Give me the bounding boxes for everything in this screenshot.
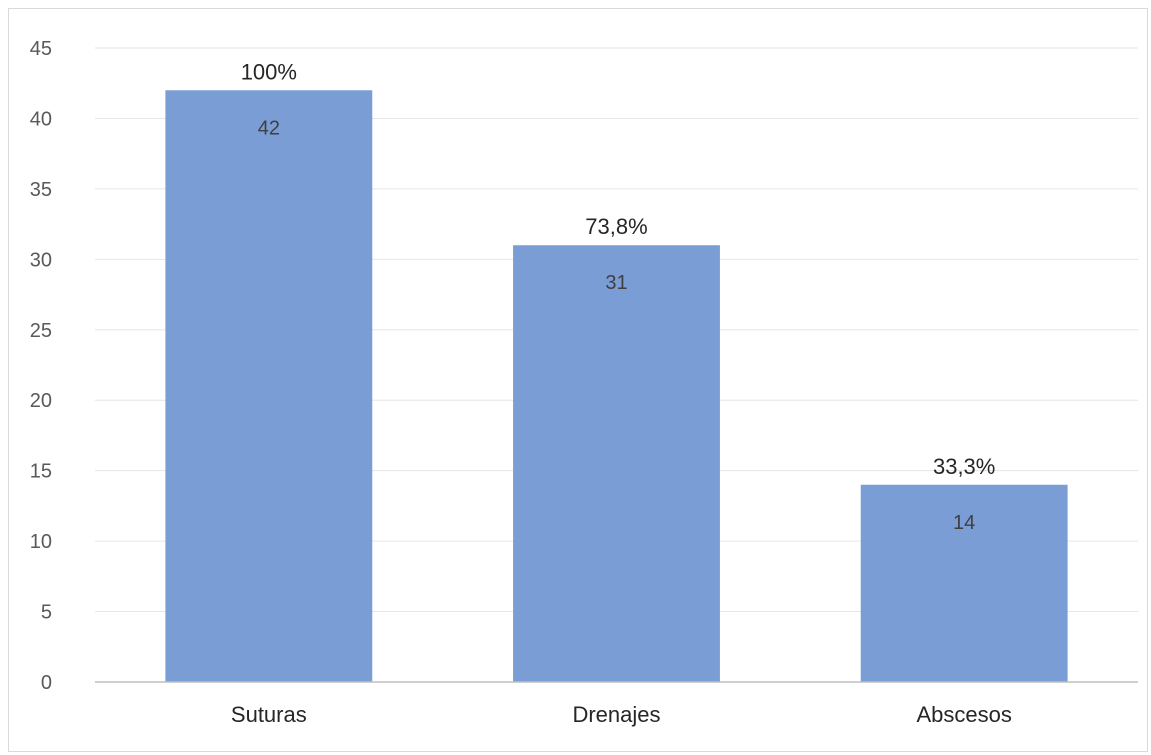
bars [165,90,1068,683]
x-tick-label: Suturas [231,702,307,727]
y-tick-label: 35 [30,179,52,201]
y-tick-label: 15 [30,461,52,483]
x-tick-label: Drenajes [572,702,660,727]
percent-label: 100% [241,59,297,84]
y-tick-label: 30 [30,249,52,271]
x-axis: Suturas Drenajes Abscesos [95,681,1138,727]
percent-label: 73,8% [585,214,647,239]
value-label: 42 [258,117,280,139]
y-tick-label: 0 [41,672,52,694]
data-labels: 100% 42 73,8% 31 33,3% 14 [241,59,996,533]
x-tick-label: Abscesos [916,702,1011,727]
y-tick-label: 40 [30,108,52,130]
bar-abscesos [860,484,1068,682]
y-axis: 0 5 10 15 20 25 30 35 40 45 [30,38,52,694]
bar-suturas [165,90,373,683]
y-tick-label: 20 [30,390,52,412]
value-label: 31 [605,272,627,294]
value-label: 14 [953,512,975,534]
bar-drenajes [513,245,720,682]
y-tick-label: 45 [30,38,52,60]
y-tick-label: 5 [41,602,52,624]
y-tick-label: 25 [30,320,52,342]
y-tick-label: 10 [30,531,52,553]
percent-label: 33,3% [933,454,995,479]
